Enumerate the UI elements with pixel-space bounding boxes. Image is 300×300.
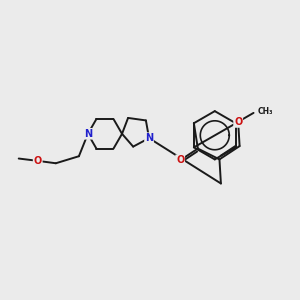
Text: N: N bbox=[84, 129, 92, 139]
Text: N: N bbox=[145, 133, 153, 143]
Text: O: O bbox=[34, 156, 42, 166]
Text: O: O bbox=[234, 117, 242, 127]
Text: CH₃: CH₃ bbox=[257, 107, 273, 116]
Text: O: O bbox=[176, 155, 184, 165]
